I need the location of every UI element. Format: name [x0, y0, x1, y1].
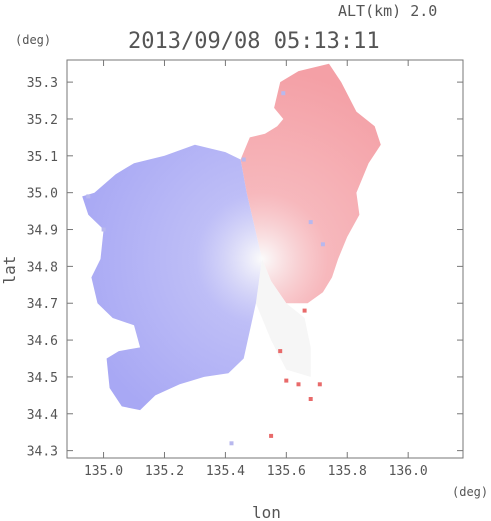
y-tick-label: 35.1: [27, 150, 58, 165]
y-tick-label: 34.5: [27, 371, 58, 386]
y-tick-label: 34.9: [27, 224, 58, 239]
chart-title: 2013/09/08 05:13:11: [128, 29, 380, 54]
scatter-point: [296, 382, 301, 387]
y-tick-label: 34.4: [27, 408, 58, 423]
x-tick-label: 135.6: [267, 464, 306, 479]
scatter-point: [308, 220, 313, 225]
scatter-point: [284, 378, 289, 383]
x-tick-label: 135.8: [328, 464, 367, 479]
scatter-point: [269, 433, 274, 438]
scatter-point: [281, 91, 286, 96]
x-axis: 135.0 135.2 135.4 135.6 135.8 136.0: [84, 60, 428, 479]
y-tick-label: 34.8: [27, 260, 58, 275]
altitude-label: ALT(km) 2.0: [338, 2, 437, 20]
scatter-point: [320, 242, 325, 247]
y-axis: 34.3 34.4 34.5 34.6 34.7 34.8 34.9 35.0 35.1 35.2…: [27, 76, 463, 460]
region-west-sector: [82, 144, 262, 411]
region-southeast-wedge: [255, 259, 311, 377]
x-tick-label: 135.4: [206, 464, 245, 479]
x-tick-label: 136.0: [389, 464, 428, 479]
plot-frame: [66, 59, 464, 459]
scatter-echoes: [86, 91, 325, 446]
y-axis-title: lat: [0, 256, 19, 285]
y-tick-label: 34.6: [27, 334, 58, 349]
scatter-point: [101, 227, 106, 232]
scatter-point: [317, 382, 322, 387]
region-east-sector: [240, 63, 381, 304]
x-tick-label: 135.2: [145, 464, 184, 479]
scatter-point: [86, 194, 91, 199]
y-tick-label: 35.3: [27, 76, 58, 91]
x-axis-title: lon: [252, 503, 281, 521]
y-tick-label: 35.0: [27, 187, 58, 202]
y-tick-label: 34.7: [27, 297, 58, 312]
x-tick-label: 135.0: [84, 464, 123, 479]
x-unit-label: (deg): [452, 485, 488, 499]
y-tick-label: 35.2: [27, 113, 58, 128]
y-tick-label: 34.3: [27, 445, 58, 460]
scatter-point: [302, 308, 307, 313]
scatter-point: [308, 397, 313, 401]
velocity-field: [82, 63, 381, 411]
y-unit-label: (deg): [15, 33, 51, 47]
scatter-point: [278, 349, 283, 354]
scatter-point: [241, 157, 246, 162]
scatter-point: [229, 441, 234, 446]
